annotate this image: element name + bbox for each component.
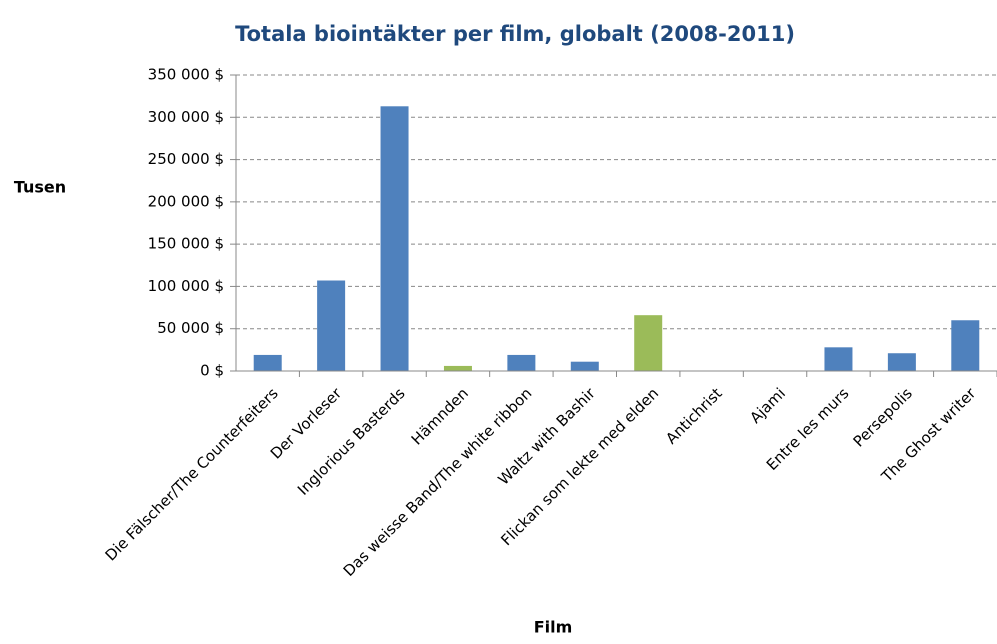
bar bbox=[380, 106, 409, 371]
y-axis-title: Tusen bbox=[14, 178, 66, 197]
x-tick-label: Hämnden bbox=[408, 384, 472, 448]
bar bbox=[634, 315, 663, 371]
y-tick-label: 100 000 $ bbox=[148, 277, 224, 295]
bar bbox=[443, 365, 472, 371]
x-tick-label: Antichrist bbox=[662, 384, 725, 447]
x-axis-title: Film bbox=[534, 618, 573, 637]
y-tick-label: 200 000 $ bbox=[148, 192, 224, 210]
chart-title: Totala biointäkter per film, globalt (20… bbox=[235, 22, 795, 46]
y-tick-label: 150 000 $ bbox=[148, 235, 224, 253]
bar bbox=[824, 347, 853, 371]
y-tick-label: 350 000 $ bbox=[148, 66, 224, 84]
x-tick-label: Ajami bbox=[746, 384, 789, 427]
bar bbox=[951, 320, 980, 371]
bar bbox=[253, 354, 282, 371]
x-tick-label: Inglorious Basterds bbox=[294, 384, 409, 499]
y-tick-label: 300 000 $ bbox=[148, 108, 224, 126]
y-tick-label: 0 $ bbox=[200, 362, 224, 380]
y-tick-label: 50 000 $ bbox=[157, 319, 224, 337]
y-tick-label: 250 000 $ bbox=[148, 150, 224, 168]
x-tick-label: Persepolis bbox=[850, 384, 916, 450]
bar bbox=[887, 353, 916, 371]
x-tick-label: Die Fälscher/The Counterfeiters bbox=[102, 384, 282, 564]
bar bbox=[317, 280, 346, 371]
bar bbox=[507, 354, 536, 371]
bar bbox=[570, 361, 599, 371]
